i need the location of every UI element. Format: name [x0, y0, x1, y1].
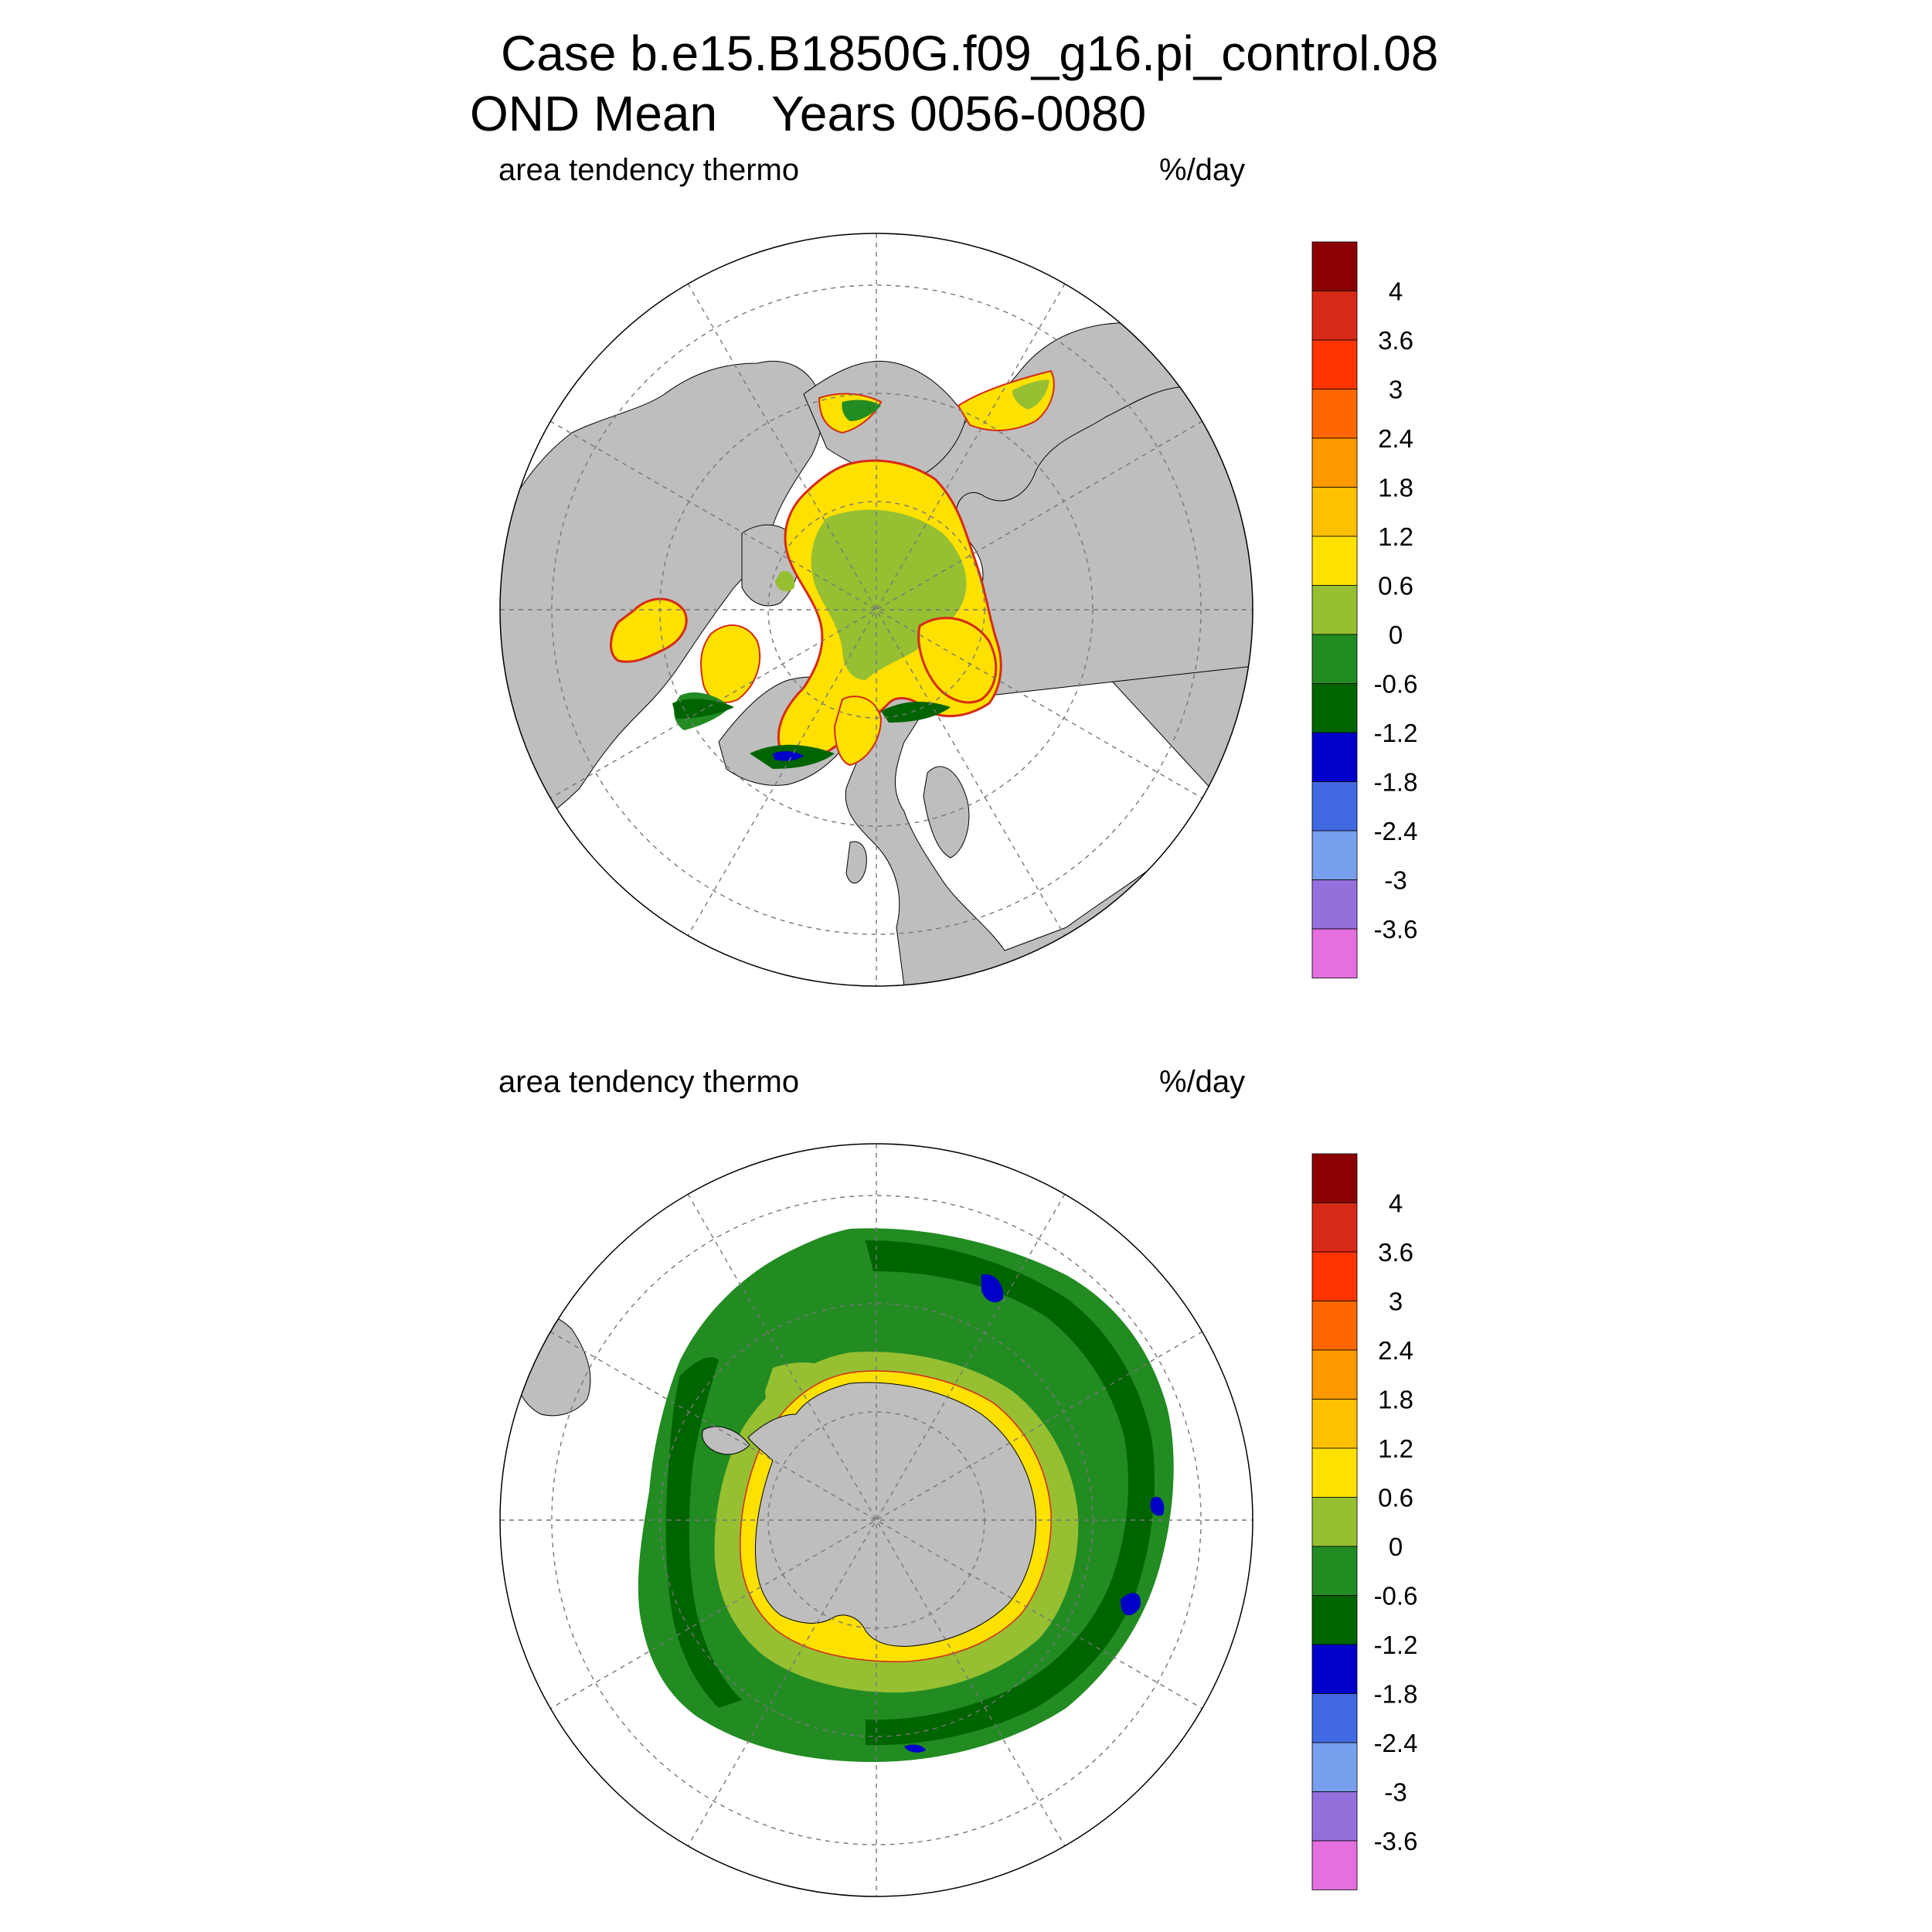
south-colorbar-swatch	[1311, 1840, 1358, 1890]
south-panel-left-label: area tendency thermo	[498, 1065, 800, 1099]
north-colorbar-swatch	[1311, 781, 1358, 832]
north-colorbar-swatch	[1311, 634, 1358, 684]
north-colorbar-swatch	[1311, 683, 1358, 733]
north-colorbar-swatch	[1311, 437, 1358, 488]
north-colorbar-label: -3.6	[1374, 915, 1418, 944]
south-land-antarctica	[747, 1382, 1036, 1647]
south-colorbar-swatch	[1311, 1497, 1358, 1547]
north-colorbar-label: 3	[1389, 376, 1403, 404]
south-colorbar-swatch	[1311, 1153, 1358, 1203]
north-colorbar-label: -0.6	[1374, 670, 1418, 699]
north-colorbar-label: -1.8	[1374, 768, 1418, 797]
north-colorbar-label: -2.4	[1374, 817, 1418, 845]
north-land-scandinavia	[923, 766, 970, 859]
north-colorbar-swatch	[1311, 291, 1358, 341]
north-colorbar-label: 2.4	[1378, 424, 1413, 453]
south-colorbar-label: -3.6	[1374, 1827, 1418, 1855]
north-colorbar-swatch	[1311, 879, 1358, 930]
south-colorbar-label: -2.4	[1374, 1729, 1418, 1757]
south-colorbar-label: 2.4	[1378, 1336, 1413, 1365]
north-panel-units: %/day	[1159, 153, 1246, 187]
north-ice-blue-spot	[773, 751, 804, 761]
north-colorbar: 4 3.6 3 2.4 1.8 1.2 0.6 0 -0.6 -1.2 -1.8 -2.4 -3 -3.6	[1311, 241, 1418, 978]
north-ice-barents	[917, 617, 998, 704]
south-colorbar-swatch	[1311, 1595, 1358, 1645]
north-ice-greenland-east	[833, 696, 883, 767]
north-colorbar-label: 1.2	[1378, 522, 1413, 551]
north-colorbar-swatch	[1311, 487, 1358, 537]
south-colorbar-swatch	[1311, 1742, 1358, 1792]
south-colorbar-label: -1.8	[1374, 1680, 1418, 1709]
south-colorbar-swatch	[1311, 1693, 1358, 1743]
south-colorbar-label: -3	[1384, 1778, 1406, 1807]
north-colorbar-label: 3.6	[1378, 326, 1413, 355]
south-colorbar-label: 3	[1389, 1287, 1403, 1316]
north-colorbar-swatch	[1311, 389, 1358, 439]
north-colorbar-label: 1.8	[1378, 474, 1413, 502]
south-colorbar-label: -1.2	[1374, 1631, 1418, 1659]
north-colorbar-label: 4	[1389, 277, 1403, 306]
north-ice-bering-green	[842, 400, 881, 421]
north-colorbar-label: 0	[1389, 621, 1403, 649]
north-colorbar-swatch	[1311, 830, 1358, 880]
south-colorbar-swatch	[1311, 1202, 1358, 1253]
north-ice-norway-sea-green	[881, 702, 951, 723]
north-colorbar-label: 0.6	[1378, 572, 1413, 600]
north-graticule	[500, 233, 1253, 986]
south-colorbar-label: -0.6	[1374, 1582, 1418, 1611]
north-panel-left-label: area tendency thermo	[498, 153, 800, 187]
south-ice-blue-spot-bottom	[904, 1744, 926, 1753]
north-ice-labrador-sea-green	[672, 699, 734, 719]
north-ice-hudson-bay	[610, 597, 688, 663]
south-colorbar-label: 0	[1389, 1532, 1403, 1561]
south-colorbar: 4 3.6 3 2.4 1.8 1.2 0.6 0 -0.6 -1.2 -1.8 -2.4 -3 -3.6	[1311, 1153, 1418, 1890]
north-colorbar-swatch	[1311, 241, 1358, 291]
south-ice-blue-spot-top	[981, 1274, 1004, 1303]
south-graticule	[500, 1144, 1253, 1896]
south-colorbar-label: 0.6	[1378, 1484, 1413, 1512]
south-colorbar-swatch	[1311, 1251, 1358, 1301]
north-colorbar-label: -1.2	[1374, 719, 1418, 747]
north-polar-map	[499, 233, 1253, 987]
north-colorbar-swatch	[1311, 536, 1358, 586]
south-colorbar-swatch	[1311, 1349, 1358, 1400]
north-ice-archipelago	[775, 570, 795, 592]
south-colorbar-swatch	[1311, 1447, 1358, 1498]
south-colorbar-label: 3.6	[1378, 1238, 1413, 1267]
south-colorbar-label: 4	[1389, 1189, 1403, 1218]
north-land-uk	[845, 841, 867, 883]
south-panel-units: %/day	[1159, 1065, 1246, 1099]
south-colorbar-swatch	[1311, 1546, 1358, 1596]
north-colorbar-label: -3	[1384, 866, 1406, 895]
south-colorbar-label: 1.8	[1378, 1386, 1413, 1414]
south-ice-blue-spot-right2	[1121, 1593, 1141, 1616]
south-colorbar-swatch	[1311, 1399, 1358, 1449]
south-land-antarctic-peninsula	[702, 1426, 750, 1455]
south-polar-map	[499, 1143, 1253, 1897]
title-line-2: OND Mean Years 0056-0080	[470, 86, 1147, 141]
north-ice-baffin	[700, 624, 761, 703]
north-colorbar-swatch	[1311, 928, 1358, 978]
south-colorbar-swatch	[1311, 1301, 1358, 1351]
south-colorbar-swatch	[1311, 1791, 1358, 1842]
north-colorbar-swatch	[1311, 732, 1358, 782]
north-colorbar-swatch	[1311, 585, 1358, 635]
south-colorbar-label: 1.2	[1378, 1434, 1413, 1463]
north-colorbar-swatch	[1311, 339, 1358, 389]
south-colorbar-swatch	[1311, 1644, 1358, 1694]
title-line-1: Case b.e15.B1850G.f09_g16.pi_control.08	[501, 26, 1439, 81]
north-ice-okhotsk-green	[1012, 379, 1049, 410]
south-ice-blue-spot-right	[1150, 1496, 1165, 1516]
